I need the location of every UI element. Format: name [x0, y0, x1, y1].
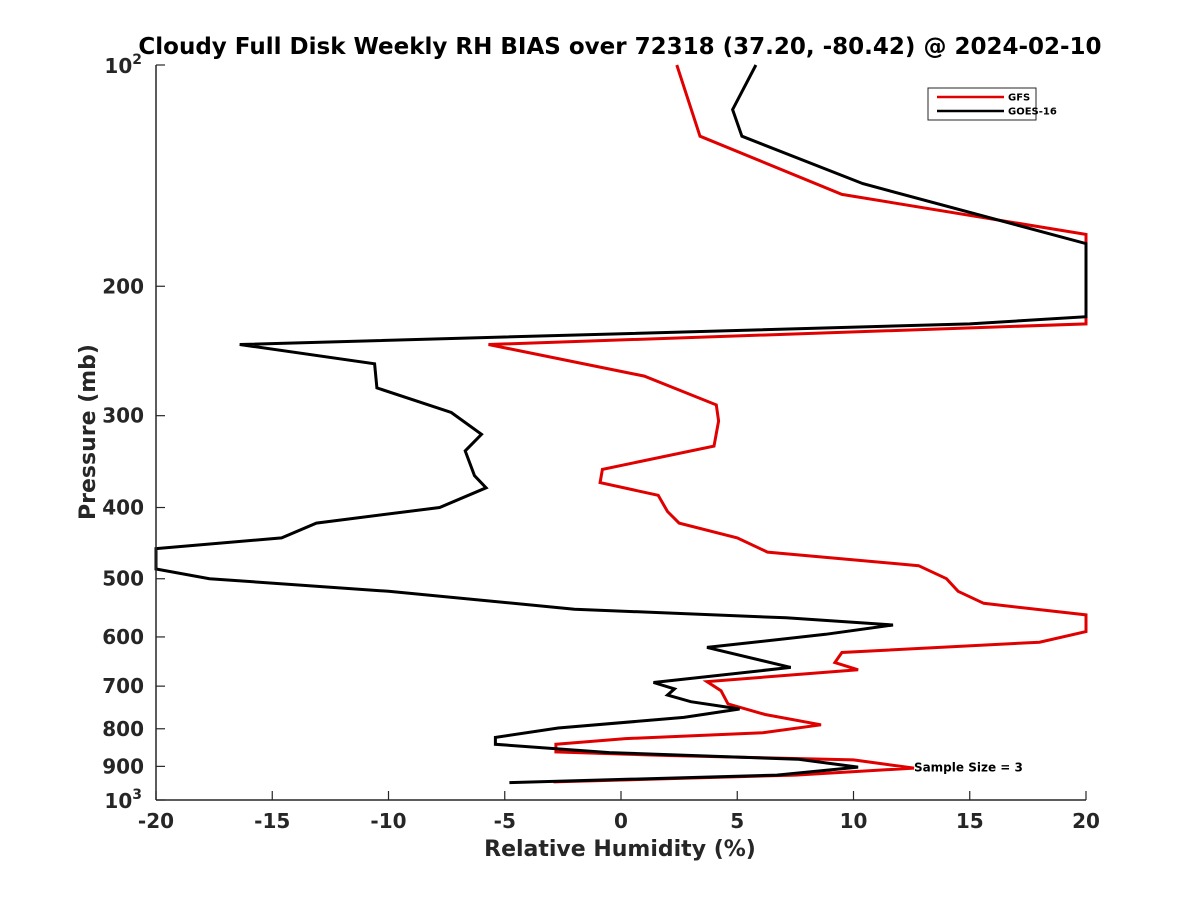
- x-tick-label: -20: [138, 809, 174, 833]
- y-tick-label: 300: [102, 404, 144, 428]
- sample-size-annotation: Sample Size = 3: [914, 760, 1023, 774]
- y-tick-label: 500: [102, 567, 144, 591]
- x-tick-label: 20: [1072, 809, 1100, 833]
- y-tick-label: 400: [102, 496, 144, 520]
- y-tick-label: 600: [102, 625, 144, 649]
- legend-entry: GFS: [1008, 93, 1030, 104]
- legend: GFS GOES-16: [927, 87, 1057, 121]
- y-tick-label: 800: [102, 717, 144, 741]
- x-tick-label: 0: [614, 809, 628, 833]
- series-line-goes-16: [154, 64, 1088, 785]
- y-decade-label: 102: [104, 52, 142, 78]
- plot-area: -20 -15 -10 -5 0 5 10 15 20 200 300 400 500 600 700 80…: [102, 52, 1100, 833]
- chart-title: Cloudy Full Disk Weekly RH BIAS over 723…: [138, 34, 1101, 60]
- x-tick-label: -10: [370, 809, 406, 833]
- x-tick-label: 5: [730, 809, 744, 833]
- series-line-gfs: [488, 64, 1088, 784]
- y-tick-label: 700: [102, 674, 144, 698]
- y-tick-label: 200: [102, 274, 144, 298]
- y-decade-label: 103: [104, 787, 142, 813]
- axes-frame: [156, 65, 1086, 800]
- y-tick-label: 900: [102, 754, 144, 778]
- x-axis-label: Relative Humidity (%): [484, 837, 756, 862]
- y-ticks: 200 300 400 500 600 700 800 900 102 103: [102, 52, 165, 813]
- x-tick-label: 15: [956, 809, 984, 833]
- x-tick-label: -15: [254, 809, 290, 833]
- annotations: Sample Size = 3: [914, 760, 1023, 774]
- x-tick-label: 10: [840, 809, 868, 833]
- y-axis-label: Pressure (mb): [76, 344, 101, 520]
- series-layer: [154, 64, 1088, 785]
- x-ticks: -20 -15 -10 -5 0 5 10 15 20: [138, 791, 1100, 833]
- legend-box: [927, 87, 1037, 121]
- x-tick-label: -5: [494, 809, 516, 833]
- legend-entry: GOES-16: [1008, 107, 1057, 118]
